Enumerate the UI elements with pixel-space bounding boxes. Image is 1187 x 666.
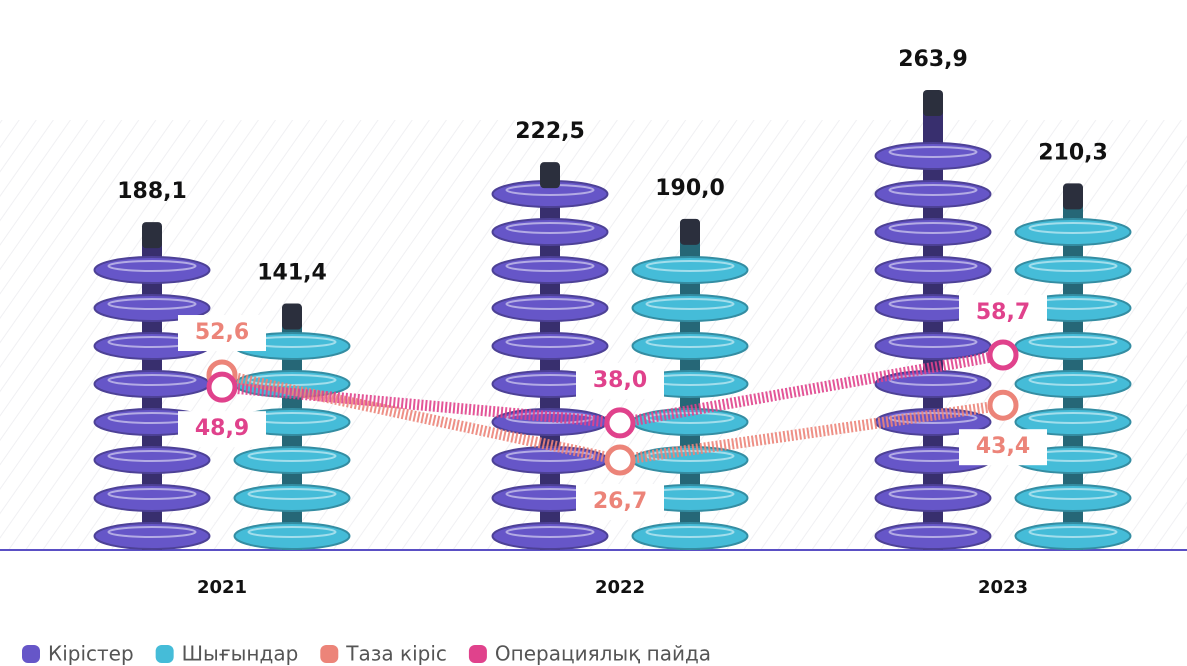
value-label: 188,1 [117, 179, 187, 204]
line-value-label: 26,7 [593, 489, 647, 514]
line-value-label: 43,4 [976, 434, 1030, 459]
value-label: 222,5 [515, 119, 585, 144]
line-value-label: 58,7 [976, 300, 1030, 325]
line-value-label: 38,0 [593, 368, 647, 393]
insulator-cap [142, 222, 162, 248]
x-tick-label: 2021 [197, 577, 247, 598]
legend-label: Операциялық пайда [495, 642, 711, 666]
insulator-cap [282, 304, 302, 330]
value-label: 210,3 [1038, 140, 1108, 165]
insulator-cap [1063, 183, 1083, 209]
value-label: 190,0 [655, 176, 725, 201]
value-label: 141,4 [257, 261, 327, 286]
line-point [990, 342, 1016, 368]
legend-label: Таза кіріс [345, 642, 447, 666]
legend-swatch [469, 645, 487, 663]
x-tick-label: 2023 [978, 577, 1028, 598]
line-point [990, 392, 1016, 418]
line-point [607, 447, 633, 473]
legend-swatch [320, 645, 338, 663]
chart: 2021 2022 2023 188,1 222,5 263,9 141,4 190,0 210… [0, 0, 1187, 666]
insulator-cap [540, 162, 560, 188]
line-value-label: 48,9 [195, 416, 249, 441]
line-value-label: 52,6 [195, 320, 249, 345]
legend-swatch [22, 645, 40, 663]
value-label: 263,9 [898, 47, 968, 72]
line-point [607, 410, 633, 436]
bar [923, 108, 943, 550]
x-tick-label: 2022 [595, 577, 645, 598]
legend-label: Кірістер [48, 642, 134, 666]
insulator-cap [923, 90, 943, 116]
insulator-cap [680, 219, 700, 245]
legend-label: Шығындар [182, 642, 299, 666]
line-point [209, 374, 235, 400]
legend-swatch [156, 645, 174, 663]
